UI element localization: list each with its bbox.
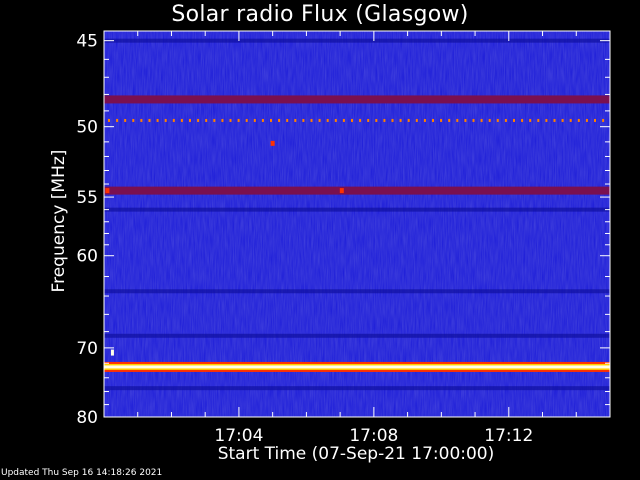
band-dot [448,118,451,122]
plot-area [104,31,610,417]
band-dot [326,118,329,122]
band-dot [602,118,605,122]
axis-frame [103,30,611,418]
band-dark [104,333,610,338]
band-dot [359,118,362,122]
band-dot [237,118,240,122]
x-axis-label: Start Time (07-Sep-21 17:00:00) [217,444,495,464]
band-dot [197,118,200,122]
band-dot [132,118,135,122]
band-dot [391,118,394,122]
band-dot [189,118,191,122]
band-dot [569,118,572,122]
band-dot [537,118,540,122]
band-dot [148,118,151,122]
band-dot [577,118,580,122]
band-dot [221,118,224,122]
axes [103,30,611,418]
updated-timestamp: Updated Thu Sep 16 14:18:26 2021 [1,468,163,478]
band-dot [116,118,119,122]
band-dot [278,118,281,122]
band-dot [124,118,127,122]
band-dot [496,118,499,122]
band-red [104,95,610,104]
band-dot [302,118,305,122]
band-dot [342,118,345,122]
band-dot [375,118,378,122]
band-dot [108,118,110,122]
band-dot [423,118,426,122]
burst-spot-hot [110,349,114,356]
band-dot [521,118,524,122]
band-dot [318,118,321,122]
band-dot [464,118,467,122]
band-dot [529,118,532,122]
band-dot [270,118,272,122]
y-tick-label: 80 [76,408,98,428]
band-dark [104,38,610,43]
x-tick-label: 17:12 [484,426,533,446]
band-dot [367,118,370,122]
y-tick-label: 45 [76,32,98,52]
band-dot [164,118,167,122]
band-dot [351,118,353,122]
burst-spot [339,188,344,194]
band-dot [261,118,264,122]
band-dot [456,118,459,122]
band-dot [334,118,337,122]
band-dot [172,118,175,122]
band-dot [229,118,232,122]
band-dot [480,118,483,122]
band-dot [286,118,289,122]
band-hot-core [104,365,610,369]
y-tick-label: 60 [76,247,98,267]
y-tick-label: 70 [76,339,98,359]
band-dot [245,118,248,122]
band-dot [553,118,556,122]
y-tick-label: 55 [76,188,98,208]
band-dot [440,118,443,122]
band-dark [104,289,610,294]
band-dot [140,118,143,122]
band-dot [213,118,216,122]
ticks: 45 50 55 60 70 80 17:04 17:08 17:12 [76,31,610,446]
band-dot [294,118,297,122]
band-dot [253,118,256,122]
band-dot [383,118,386,122]
burst-spot [270,140,275,146]
x-tick-label: 17:08 [349,426,398,446]
burst-spot [105,188,110,194]
band-dot [488,118,491,122]
band-dot [594,118,596,122]
x-tick-label: 17:04 [214,426,263,446]
y-axis-label: Frequency [MHz] [49,149,69,293]
band-dot [504,118,507,122]
band-red [104,186,610,195]
band-dot [310,118,313,122]
band-dot [585,118,588,122]
band-dot [432,118,434,122]
band-dot [205,118,208,122]
band-dot [407,118,410,122]
band-dot [399,118,402,122]
band-dot [472,118,475,122]
band-dark [104,207,610,212]
spectrogram-noise [104,31,610,417]
band-dot [545,118,548,122]
chart-title: Solar radio Flux (Glasgow) [171,2,469,27]
band-dot [156,118,159,122]
band-dark [104,386,610,391]
band-dot [415,118,418,122]
band-dot [180,118,183,122]
y-tick-label: 50 [76,118,98,138]
band-dot [561,118,564,122]
band-dot [513,118,515,122]
